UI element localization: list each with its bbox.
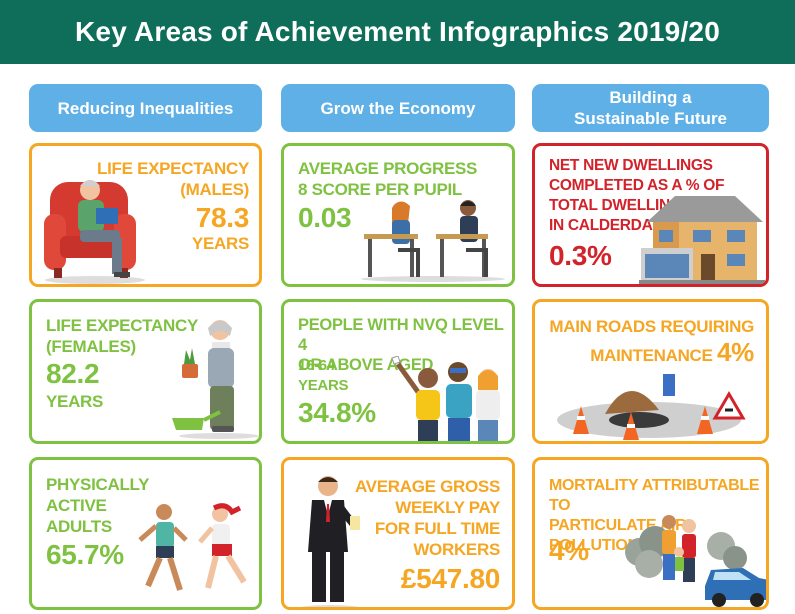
card-life-expectancy-females: LIFE EXPECTANCY (FEMALES) 82.2 YEARS <box>29 299 262 444</box>
card-label: AVERAGE GROSS WEEKLY PAY FOR FULL TIME W… <box>354 477 500 559</box>
businessman-icon <box>301 476 360 607</box>
runners-icon <box>138 503 247 591</box>
column-header-grow-economy: Grow the Economy <box>281 84 515 132</box>
card-value: 82.2 <box>46 358 100 389</box>
card-value: 0.03 <box>298 202 352 233</box>
card-value: £547.80 <box>400 563 500 594</box>
column-header-label: Grow the Economy <box>320 98 476 118</box>
card-nvq-level-4: PEOPLE WITH NVQ LEVEL 4 OR ABOVE AGED 16… <box>281 299 515 444</box>
column-header-label-line1: Building a <box>609 88 692 107</box>
card-net-new-dwellings: NET NEW DWELLINGS COMPLETED AS A % OF TO… <box>532 143 769 287</box>
card-physically-active-adults: PHYSICALLY ACTIVE ADULTS 65.7% <box>29 457 262 610</box>
card-unit: YEARS <box>46 392 104 411</box>
column-header-reducing-inequalities: Reducing Inequalities <box>29 84 262 132</box>
card-label: PHYSICALLY ACTIVE ADULTS <box>46 475 150 536</box>
card-value: 4% <box>717 337 754 367</box>
graduates-icon <box>391 356 500 441</box>
column-header-label-line2: Sustainable Future <box>573 109 728 128</box>
card-average-progress-8: AVERAGE PROGRESS 8 SCORE PER PUPIL 0.03 <box>281 143 515 287</box>
family-car-pollution-icon <box>625 515 766 607</box>
card-label-age: 16-64 YEARS <box>298 357 349 394</box>
gardener-woman-icon <box>172 320 259 439</box>
column-header-label: Reducing Inequalities <box>57 98 234 118</box>
page-title: Key Areas of Achievement Infographics 20… <box>0 0 795 64</box>
card-value: 65.7% <box>46 539 124 570</box>
card-value: 78.3 <box>195 202 250 233</box>
card-label: MAIN ROADS REQUIRING MAINTENANCE 4% <box>549 317 754 367</box>
old-man-armchair-icon <box>44 180 145 284</box>
card-value: 34.8% <box>298 397 376 428</box>
card-average-gross-weekly-pay: AVERAGE GROSS WEEKLY PAY FOR FULL TIME W… <box>281 457 515 610</box>
card-label: LIFE EXPECTANCY (MALES) <box>97 159 249 199</box>
roadworks-icon <box>557 374 746 440</box>
house-icon <box>639 196 765 284</box>
card-label: NET NEW DWELLINGS COMPLETED AS A % OF TO… <box>549 157 725 234</box>
card-value: 0.3% <box>549 240 612 271</box>
card-life-expectancy-males: LIFE EXPECTANCY (MALES) 78.3 YEARS <box>29 143 262 287</box>
card-label: AVERAGE PROGRESS 8 SCORE PER PUPIL <box>298 159 478 199</box>
card-value: 4% <box>549 535 589 566</box>
students-desks-icon <box>361 200 505 282</box>
card-main-roads-maintenance: MAIN ROADS REQUIRING MAINTENANCE 4% <box>532 299 769 444</box>
card-label: LIFE EXPECTANCY (FEMALES) <box>46 316 198 356</box>
column-header-sustainable-future: Building a Sustainable Future <box>532 84 769 132</box>
card-unit: YEARS <box>191 234 249 253</box>
card-mortality-particulate: MORTALITY ATTRIBUTABLE TO PARTICULATE AI… <box>532 457 769 610</box>
